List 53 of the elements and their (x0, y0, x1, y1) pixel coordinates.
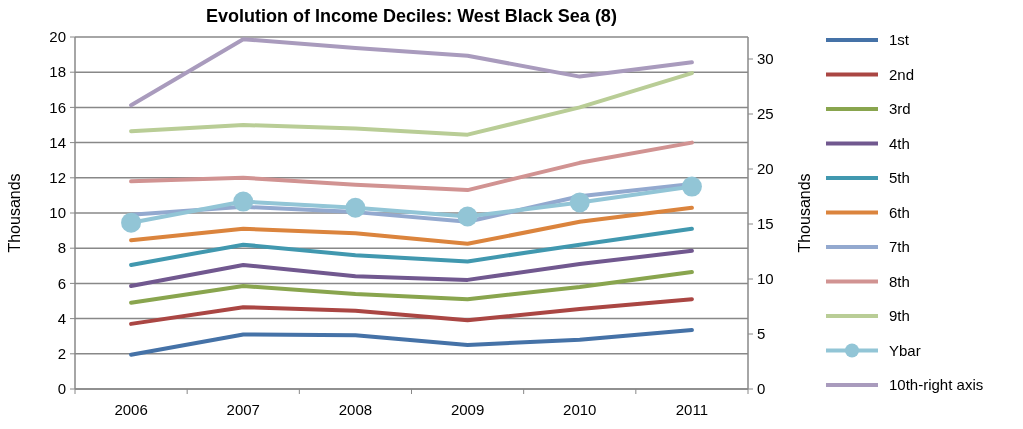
legend-label: 7th (889, 238, 910, 256)
y2-tick-label: 15 (757, 215, 774, 233)
line-series (129, 140, 694, 193)
y-tick-label: 2 (57, 345, 66, 363)
legend-label: 8th (889, 272, 910, 290)
line-series (129, 297, 694, 326)
legend-label: 5th (889, 169, 910, 187)
y-axis-title: Thousands (6, 173, 23, 253)
line-series (129, 269, 694, 305)
legend-label: 6th (889, 203, 910, 221)
legend-label: 4th (889, 134, 910, 152)
point (121, 212, 142, 233)
point (457, 206, 478, 227)
y2-tick-label: 0 (757, 380, 766, 398)
line-series (129, 71, 694, 137)
chart-title: Evolution of Income Deciles: West Black Sea (8) (206, 6, 617, 26)
legend-label: Ybar (889, 341, 921, 359)
line-series (129, 328, 694, 357)
point (233, 191, 254, 212)
y-tick-label: 6 (57, 274, 66, 292)
legend-label: 1st (889, 31, 910, 49)
line-series (129, 205, 694, 246)
y-tick-label: 20 (49, 28, 66, 46)
y-tick-label: 18 (49, 63, 66, 81)
y2-tick-label: 5 (757, 325, 766, 343)
y2-tick-label: 10 (757, 270, 774, 288)
line-series (129, 226, 694, 267)
legend-label: 3rd (889, 100, 911, 118)
y-tick-label: 12 (49, 169, 66, 187)
y2-tick-label: 20 (757, 160, 774, 178)
y-tick-label: 0 (57, 380, 66, 398)
legend-label: 10th-right axis (889, 376, 984, 394)
y-tick-label: 14 (49, 133, 66, 151)
legend-label: 2nd (889, 65, 915, 83)
legend-label: 9th (889, 307, 910, 325)
point (681, 176, 702, 197)
y2-tick-label: 25 (757, 105, 774, 123)
line-series (129, 248, 694, 289)
y-tick-label: 8 (57, 239, 66, 257)
y-tick-label: 16 (49, 98, 66, 116)
x-tick-label: 2006 (114, 401, 148, 418)
y-tick-label: 4 (57, 309, 66, 327)
x-tick-label: 2008 (338, 401, 373, 418)
point (569, 192, 590, 213)
x-tick-label: 2011 (675, 401, 709, 418)
y2-tick-label: 30 (757, 50, 774, 68)
y2-axis-title: Thousands (796, 173, 813, 253)
x-tick-label: 2010 (563, 401, 597, 418)
point (345, 197, 366, 218)
line-series (129, 37, 694, 108)
x-tick-label: 2009 (450, 401, 485, 418)
y-tick-label: 10 (49, 204, 66, 222)
x-tick-label: 2007 (226, 401, 260, 418)
